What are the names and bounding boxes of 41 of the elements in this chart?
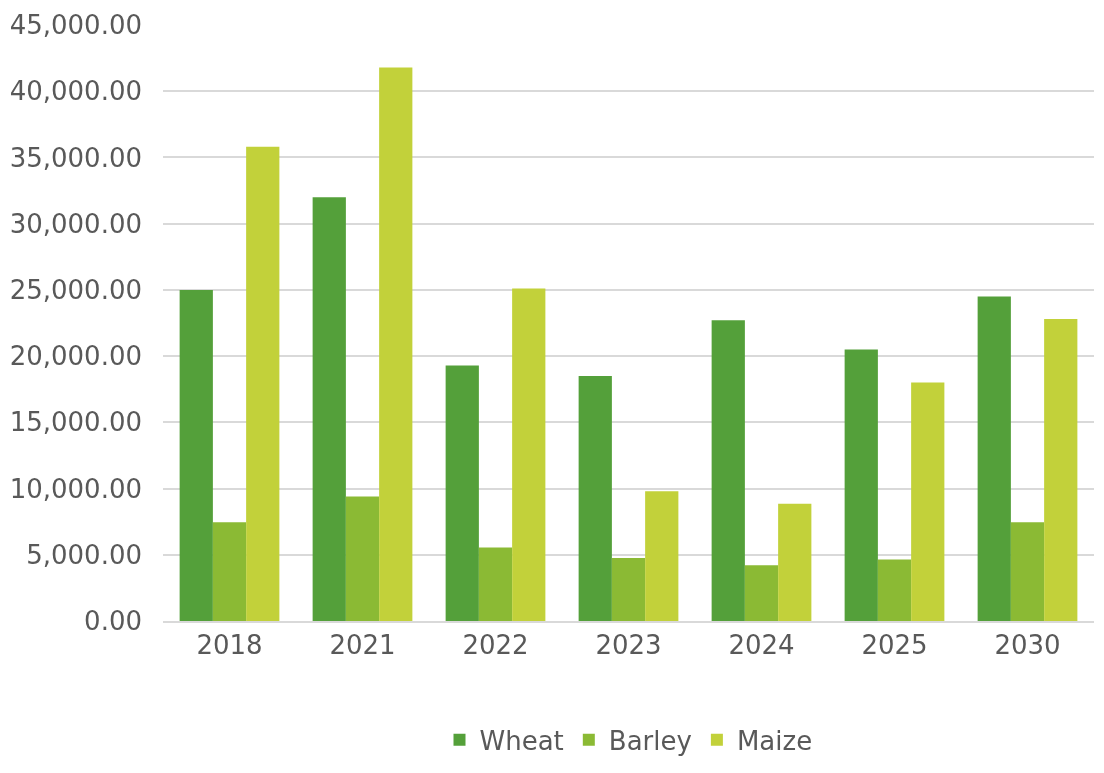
bar bbox=[578, 375, 612, 621]
bar bbox=[911, 382, 945, 621]
bar bbox=[711, 320, 745, 621]
legend-label: Wheat bbox=[479, 725, 564, 756]
bar bbox=[179, 289, 213, 621]
y-tick-label: 10,000.00 bbox=[9, 473, 142, 504]
bar bbox=[478, 547, 513, 621]
bar bbox=[877, 559, 912, 621]
bar bbox=[744, 565, 779, 621]
bar bbox=[1010, 522, 1045, 621]
y-tick-label: 25,000.00 bbox=[9, 274, 142, 305]
y-tick-label: 0.00 bbox=[84, 606, 142, 637]
bar bbox=[512, 288, 546, 621]
bar bbox=[246, 146, 280, 621]
x-tick-label: 2021 bbox=[329, 630, 396, 661]
y-tick-label: 40,000.00 bbox=[9, 76, 142, 107]
x-tick-label: 2023 bbox=[595, 630, 662, 661]
bar bbox=[645, 491, 679, 621]
bar bbox=[611, 558, 646, 621]
x-tick-label: 2022 bbox=[462, 630, 529, 661]
bar bbox=[844, 349, 878, 621]
x-tick-label: 2024 bbox=[728, 630, 795, 661]
y-tick-label: 30,000.00 bbox=[9, 208, 142, 239]
x-tick-label: 2030 bbox=[994, 630, 1061, 661]
bar bbox=[977, 296, 1011, 621]
y-tick-label: 45,000.00 bbox=[9, 10, 142, 41]
bar bbox=[778, 503, 812, 621]
legend-label: Barley bbox=[608, 725, 692, 756]
bar bbox=[1044, 319, 1078, 621]
bar bbox=[312, 197, 346, 621]
legend-label: Maize bbox=[736, 725, 813, 756]
y-tick-label: 35,000.00 bbox=[9, 142, 142, 173]
x-tick-label: 2025 bbox=[861, 630, 928, 661]
y-tick-label: 20,000.00 bbox=[9, 341, 142, 372]
bar bbox=[212, 522, 247, 621]
x-tick-label: 2018 bbox=[196, 630, 263, 661]
y-tick-label: 5,000.00 bbox=[26, 539, 142, 570]
bar bbox=[345, 496, 380, 621]
y-tick-label: 15,000.00 bbox=[9, 407, 142, 438]
bar bbox=[379, 67, 413, 621]
bar bbox=[445, 365, 479, 621]
